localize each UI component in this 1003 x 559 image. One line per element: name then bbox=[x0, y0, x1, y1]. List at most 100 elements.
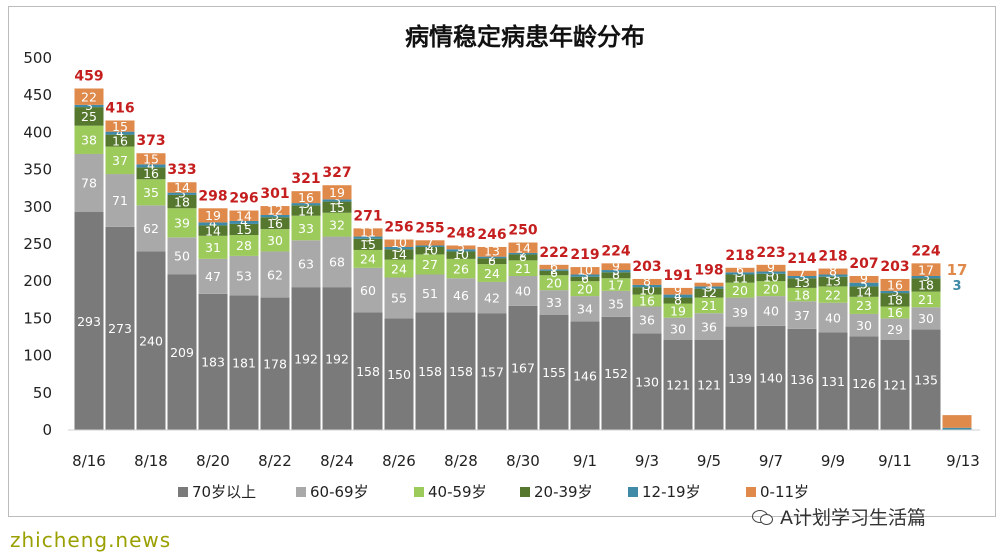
segment-label: 240 bbox=[139, 333, 163, 348]
segment-label: 55 bbox=[391, 291, 407, 306]
segment-label: 39 bbox=[174, 216, 190, 231]
segment-label: 3 bbox=[178, 186, 186, 201]
bar-segment bbox=[911, 263, 941, 276]
segment-label: 50 bbox=[174, 249, 190, 264]
bar-segment bbox=[911, 307, 941, 330]
bar-segment bbox=[725, 272, 755, 275]
bar-segment bbox=[74, 153, 104, 213]
bar-segment bbox=[663, 339, 693, 430]
total-label: 327 bbox=[322, 165, 351, 181]
bar-segment bbox=[818, 276, 848, 287]
segment-label-0-11: 17 bbox=[947, 261, 968, 279]
bar-segment bbox=[198, 258, 228, 294]
y-tick-label: 200 bbox=[23, 272, 52, 290]
segment-label: 126 bbox=[852, 376, 876, 391]
segment-label: 140 bbox=[759, 371, 783, 386]
segment-label: 8 bbox=[612, 267, 620, 282]
legend-label: 40-59岁 bbox=[428, 483, 487, 501]
bar-segment bbox=[322, 287, 352, 430]
x-axis: 8/16 8/18 8/20 8/22 8/24 8/26 8/28 8/30 9/1 9/3 9/… bbox=[68, 429, 980, 470]
legend-label: 0-11岁 bbox=[760, 483, 809, 501]
segment-label: 2 bbox=[426, 238, 434, 253]
bar-segment bbox=[74, 88, 104, 105]
y-tick-label: 100 bbox=[23, 347, 52, 365]
bar-segment bbox=[849, 336, 879, 430]
segment-label: 3 bbox=[643, 278, 651, 293]
bar-segment bbox=[880, 278, 910, 291]
segment-label: 19 bbox=[329, 185, 345, 200]
segment-label: 15 bbox=[143, 152, 159, 167]
total-label: 248 bbox=[446, 225, 475, 241]
bar-segment bbox=[570, 267, 600, 275]
y-tick-label: 450 bbox=[23, 86, 52, 104]
x-tick-label: 8/28 bbox=[444, 452, 478, 470]
bar-segment bbox=[291, 205, 321, 216]
segment-label: 273 bbox=[108, 321, 132, 336]
bar-segment bbox=[725, 267, 755, 273]
segment-label: 28 bbox=[236, 238, 252, 253]
bar-segment bbox=[291, 203, 321, 206]
segment-label: 14 bbox=[856, 284, 872, 299]
segment-label: 14 bbox=[515, 240, 531, 255]
segment-label: 40 bbox=[763, 304, 779, 319]
x-tick-label: 9/3 bbox=[635, 452, 659, 470]
segment-label: 47 bbox=[205, 269, 221, 284]
segment-label: 30 bbox=[267, 233, 283, 248]
segment-label: 14 bbox=[236, 208, 252, 223]
bar-segment bbox=[570, 321, 600, 430]
bar-segment bbox=[291, 191, 321, 204]
segment-label: 8 bbox=[674, 292, 682, 307]
bar-segment bbox=[384, 318, 414, 430]
total-label: 246 bbox=[477, 227, 506, 243]
segment-label: 24 bbox=[391, 261, 407, 276]
x-tick-label: 9/7 bbox=[759, 452, 783, 470]
segment-label: 16 bbox=[143, 166, 159, 181]
bar-segment bbox=[849, 282, 879, 287]
total-label: 459 bbox=[74, 69, 103, 85]
segment-label: 24 bbox=[360, 252, 376, 267]
segment-label: 23 bbox=[856, 298, 872, 313]
bar-segment bbox=[756, 264, 786, 272]
segment-label: 5 bbox=[705, 276, 713, 291]
segment-label: 167 bbox=[511, 361, 535, 376]
bar-segment bbox=[167, 182, 197, 193]
segment-label: 16 bbox=[267, 216, 283, 231]
bar-segment bbox=[818, 332, 848, 430]
segment-label: 17 bbox=[608, 277, 624, 292]
bar-segment bbox=[105, 174, 135, 227]
segment-label: 155 bbox=[542, 365, 566, 380]
total-label: 207 bbox=[849, 256, 878, 272]
bar-segment bbox=[384, 239, 414, 247]
segment-label: 37 bbox=[794, 308, 810, 323]
bar-segment bbox=[477, 313, 507, 430]
bar-segment bbox=[167, 208, 197, 238]
bar-segment bbox=[353, 228, 383, 237]
segment-label: 35 bbox=[143, 185, 159, 200]
segment-label: 9 bbox=[860, 271, 868, 286]
bar-segment bbox=[105, 134, 135, 147]
segment-label: 121 bbox=[666, 378, 690, 393]
bar-segment bbox=[508, 252, 538, 255]
segment-label: 17 bbox=[918, 262, 934, 277]
segment-label: 130 bbox=[635, 374, 659, 389]
bar-segment bbox=[198, 225, 228, 236]
y-tick-label: 250 bbox=[23, 235, 52, 253]
segment-label: 2 bbox=[488, 249, 496, 264]
bar-segment bbox=[291, 215, 321, 241]
chart-title: 病情稳定病患年龄分布 bbox=[405, 23, 645, 51]
segment-label: 71 bbox=[112, 193, 128, 208]
segment-label: 22 bbox=[825, 287, 841, 302]
segment-label: 3 bbox=[736, 265, 744, 280]
segment-label: 12 bbox=[267, 202, 283, 217]
y-tick-label: 0 bbox=[42, 421, 52, 439]
bar-segment bbox=[477, 258, 507, 265]
y-tick-label: 400 bbox=[23, 123, 52, 141]
bar-segment bbox=[260, 214, 290, 218]
bar-segment bbox=[694, 282, 724, 287]
bar-segment bbox=[136, 164, 166, 168]
segment-label: 33 bbox=[546, 295, 562, 310]
segment-label: 36 bbox=[639, 313, 655, 328]
total-label: 198 bbox=[694, 263, 723, 279]
y-tick-label: 350 bbox=[23, 161, 52, 179]
bar-segment bbox=[384, 259, 414, 278]
